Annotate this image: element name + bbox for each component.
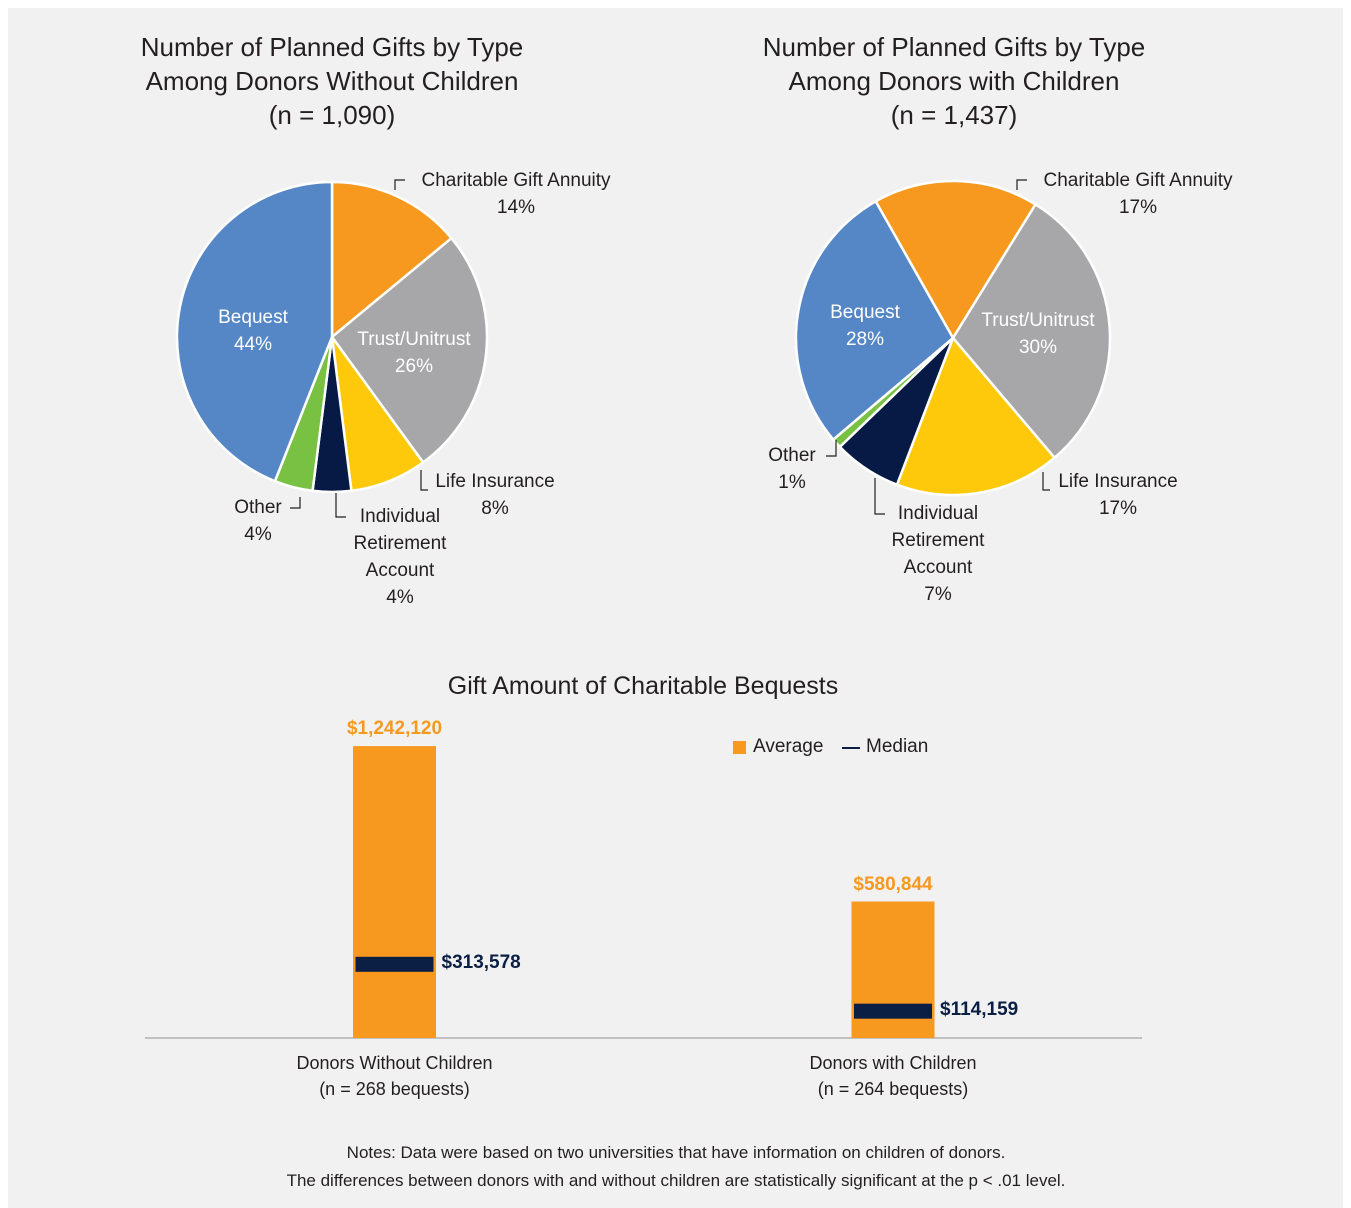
slice-value: 26% bbox=[394, 356, 434, 377]
slice-name: Charitable Gift Annuity bbox=[421, 170, 611, 191]
slice-name: Individual Retirement Account bbox=[353, 506, 447, 581]
slice-label: Bequest 44% bbox=[218, 304, 288, 358]
leader-line bbox=[290, 497, 301, 509]
slice-label: Bequest 28% bbox=[830, 299, 900, 353]
median-marker bbox=[355, 956, 434, 972]
slice-value: 44% bbox=[233, 334, 273, 355]
slice-label: Other 4% bbox=[234, 494, 282, 548]
median-marker bbox=[854, 1003, 932, 1019]
slice-value: 28% bbox=[845, 329, 885, 350]
pie-slice bbox=[873, 179, 1038, 341]
slice-value: 1% bbox=[778, 472, 806, 493]
pie-slice bbox=[330, 236, 489, 465]
slice-name: Life Insurance bbox=[1058, 471, 1178, 492]
note: The differences between donors with and … bbox=[286, 1171, 1066, 1190]
slice-name: Trust/Unitrust bbox=[981, 310, 1095, 331]
slice-name: Life Insurance bbox=[435, 471, 555, 492]
slice-label: Trust/Unitrust 26% bbox=[357, 326, 470, 380]
pie-slice bbox=[794, 199, 955, 442]
leader-line bbox=[394, 179, 405, 190]
slice-name: Other bbox=[234, 497, 282, 518]
slice-name: Trust/Unitrust bbox=[357, 329, 471, 350]
slice-value: 17% bbox=[1118, 197, 1158, 218]
slice-name: Bequest bbox=[830, 302, 900, 323]
slice-value: 8% bbox=[481, 498, 509, 519]
leader-line bbox=[826, 440, 837, 457]
x-tick-label: Donors Without Children (n = 268 bequest… bbox=[296, 1053, 493, 1099]
slice-label: Individual Retirement Account 4% bbox=[354, 503, 447, 611]
slice-name: Bequest bbox=[218, 307, 288, 328]
slice-value: 4% bbox=[244, 524, 272, 545]
leader-line bbox=[1042, 472, 1050, 491]
slice-label: Other 1% bbox=[768, 442, 816, 496]
slice-name: Charitable Gift Annuity bbox=[1043, 170, 1233, 191]
slice-value: 4% bbox=[386, 587, 414, 608]
slice-name: Other bbox=[768, 445, 816, 466]
chart-subtitle: (n = 1,437) bbox=[890, 100, 1018, 130]
legend-label: Median bbox=[866, 736, 929, 757]
value-label: $114,159 bbox=[940, 999, 1019, 1021]
slice-value: 30% bbox=[1018, 337, 1058, 358]
slice-label: Individual Retirement Account 7% bbox=[892, 500, 985, 608]
slice-value: 17% bbox=[1098, 498, 1138, 519]
slice-label: Charitable Gift Annuity 17% bbox=[1043, 167, 1232, 221]
pie-slice bbox=[895, 335, 1057, 497]
slice-value: 14% bbox=[496, 197, 536, 218]
pie-slice bbox=[330, 180, 454, 340]
chart-title: Number of Planned Gifts by Type Among Do… bbox=[762, 32, 1146, 96]
slice-name: Individual Retirement Account bbox=[891, 503, 985, 578]
value-label: $580,844 bbox=[853, 873, 933, 895]
leader-line bbox=[335, 493, 346, 518]
pie-slice bbox=[175, 180, 334, 483]
value-label: $1,242,120 bbox=[346, 718, 443, 740]
note: Notes: Data were based on two universiti… bbox=[346, 1143, 1006, 1162]
slice-label: Trust/Unitrust 30% bbox=[981, 307, 1094, 361]
leader-line bbox=[420, 470, 428, 491]
pie-slice bbox=[951, 202, 1112, 460]
slice-label: Charitable Gift Annuity 14% bbox=[421, 167, 610, 221]
bar bbox=[353, 746, 436, 1038]
chart-title: Number of Planned Gifts by Type Among Do… bbox=[140, 32, 524, 96]
legend-label: Average bbox=[753, 736, 824, 757]
slice-label: Life Insurance 17% bbox=[1058, 468, 1177, 522]
value-label: $313,578 bbox=[441, 952, 521, 974]
leader-line bbox=[874, 478, 885, 515]
x-tick-label: Donors with Children (n = 264 bequests) bbox=[809, 1053, 977, 1099]
slice-label: Life Insurance 8% bbox=[435, 468, 554, 522]
chart-title: Gift Amount of Charitable Bequests bbox=[447, 672, 839, 700]
legend-swatch bbox=[733, 741, 746, 754]
slice-value: 7% bbox=[924, 584, 952, 605]
background bbox=[8, 8, 1343, 1208]
chart-subtitle: (n = 1,090) bbox=[268, 100, 396, 130]
leader-line bbox=[1016, 179, 1027, 190]
